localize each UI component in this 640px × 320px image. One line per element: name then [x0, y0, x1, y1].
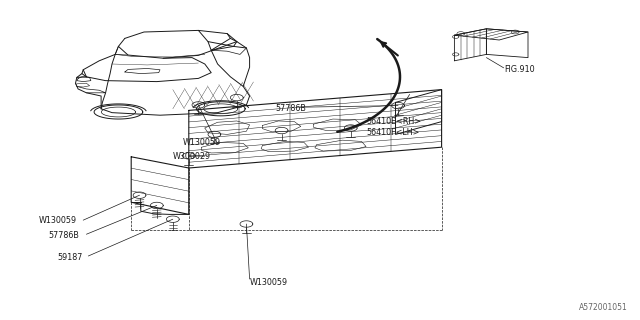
Text: 57786B: 57786B: [48, 231, 79, 240]
Text: W300029: W300029: [173, 152, 211, 161]
Text: 56410E<RH>: 56410E<RH>: [366, 117, 421, 126]
Text: W130059: W130059: [250, 278, 288, 287]
Text: 56410F<LH>: 56410F<LH>: [366, 128, 419, 137]
Text: 59187: 59187: [58, 253, 83, 262]
Text: W130059: W130059: [38, 216, 77, 225]
Text: FIG.910: FIG.910: [504, 65, 535, 74]
Text: A572001051: A572001051: [579, 303, 627, 312]
Text: 57786B: 57786B: [275, 104, 306, 113]
Text: W130059: W130059: [182, 138, 221, 147]
